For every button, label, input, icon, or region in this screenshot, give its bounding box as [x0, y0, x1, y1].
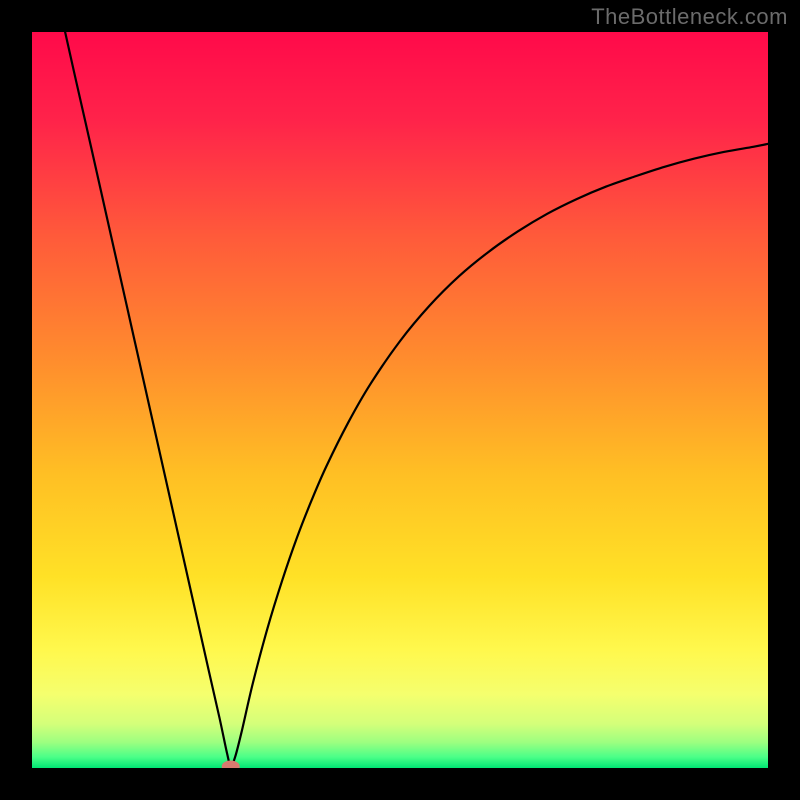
chart-stage: TheBottleneck.com [0, 0, 800, 800]
minimum-marker [222, 761, 240, 768]
plot-area [32, 32, 768, 768]
watermark-text: TheBottleneck.com [591, 4, 788, 30]
bottleneck-curve [32, 32, 768, 768]
